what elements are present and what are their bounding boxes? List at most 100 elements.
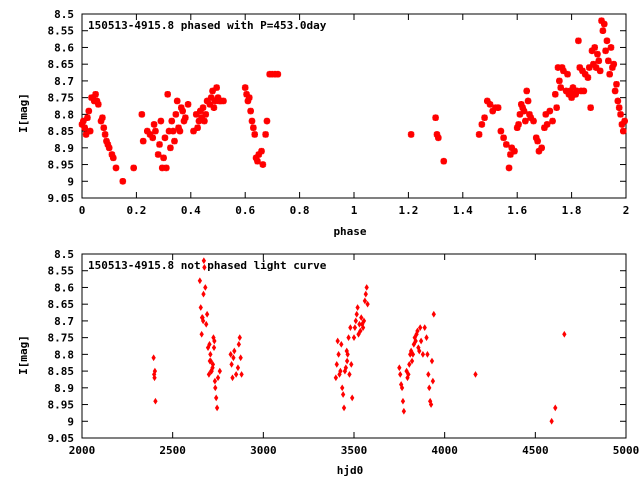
data-point <box>400 397 406 405</box>
data-point <box>202 264 207 271</box>
data-point <box>596 67 604 75</box>
data-point <box>365 300 370 308</box>
data-point <box>340 384 345 392</box>
unphased-chart-ylabel: I[mag] <box>17 335 30 375</box>
data-point <box>241 84 249 91</box>
unphased-y-tick-label: 8.8 <box>54 348 74 361</box>
data-point <box>353 317 358 325</box>
data-point <box>361 317 367 325</box>
unphased-chart-xlabel: hjd0 <box>337 464 364 477</box>
data-point <box>473 371 478 378</box>
data-point <box>182 114 189 122</box>
data-point <box>251 131 259 138</box>
data-point <box>358 327 363 335</box>
unphased-y-tick-label: 8.65 <box>48 298 75 311</box>
phased-x-tick-label: 1.2 <box>398 204 418 217</box>
unphased-y-tick-label: 8.6 <box>54 281 74 294</box>
data-point <box>615 104 623 111</box>
data-point <box>215 374 221 382</box>
data-point <box>516 111 524 118</box>
data-point <box>164 90 171 98</box>
data-point <box>217 367 222 375</box>
data-point <box>213 84 220 91</box>
data-point <box>399 384 405 392</box>
data-point <box>335 337 340 345</box>
data-point <box>519 104 526 111</box>
unphased-x-tick-label: 4500 <box>522 444 549 457</box>
data-point <box>429 357 435 365</box>
data-point <box>431 310 436 318</box>
unphased-x-tick-label: 3500 <box>341 444 368 457</box>
data-point <box>592 64 600 71</box>
data-point <box>524 97 532 105</box>
data-point <box>139 137 147 145</box>
data-point <box>543 121 551 128</box>
data-point <box>262 131 269 138</box>
data-point <box>587 104 594 111</box>
phased-x-tick-label: 1.6 <box>507 204 527 217</box>
unphased-plot-frame <box>81 253 627 439</box>
data-point <box>363 290 368 298</box>
data-point <box>598 17 605 24</box>
data-point <box>254 157 261 165</box>
data-point <box>160 154 167 162</box>
data-point <box>576 64 584 71</box>
data-point <box>549 417 554 425</box>
data-point <box>579 67 586 75</box>
data-point <box>617 111 624 118</box>
data-point <box>210 361 216 368</box>
unphased-y-tick-label: 8.7 <box>54 315 74 328</box>
data-point <box>167 144 174 152</box>
data-point <box>212 377 218 385</box>
data-point <box>207 94 215 101</box>
unphased-y-tick-label: 8.9 <box>54 382 74 395</box>
data-point <box>584 74 592 81</box>
data-point <box>406 371 411 378</box>
data-point <box>138 111 146 118</box>
data-point <box>198 304 203 311</box>
data-point <box>590 60 597 68</box>
data-point <box>397 364 402 372</box>
data-point <box>233 371 239 378</box>
data-point <box>572 90 579 98</box>
data-point <box>594 50 601 58</box>
data-point <box>607 44 615 51</box>
data-point <box>151 354 156 362</box>
data-point <box>259 161 267 168</box>
phased-y-tick-label: 8.8 <box>54 108 74 121</box>
data-point <box>206 371 212 378</box>
phased-chart: 150513-4915.8 phased with P=453.0day pha… <box>17 8 629 238</box>
data-point <box>214 394 219 402</box>
unphased-y-tick-label: 8.85 <box>48 365 75 378</box>
data-point <box>422 324 427 331</box>
data-point <box>355 304 360 311</box>
phased-y-tick-label: 8.65 <box>48 58 75 71</box>
data-point <box>503 141 510 148</box>
data-point <box>398 371 403 378</box>
data-point <box>339 340 344 348</box>
data-point <box>112 164 120 172</box>
data-point <box>231 354 236 362</box>
data-point <box>566 87 574 95</box>
data-point <box>209 87 216 95</box>
data-point <box>204 310 210 318</box>
unphased-x-tick-label: 2500 <box>159 444 186 457</box>
data-point <box>507 151 514 158</box>
data-point <box>351 334 357 341</box>
phased-x-tick-label: 0.6 <box>235 204 255 217</box>
unphased-chart: 150513-4915.8 not phased light curve hjd… <box>17 248 639 477</box>
data-point <box>580 87 588 95</box>
data-point <box>432 114 439 122</box>
phased-x-tick-label: 0.2 <box>126 204 146 217</box>
data-point <box>515 121 522 128</box>
data-point <box>93 97 101 105</box>
data-point <box>527 114 535 122</box>
data-point <box>440 157 448 165</box>
unphased-x-tick-label: 2000 <box>69 444 96 457</box>
data-point <box>347 371 352 378</box>
data-point <box>409 357 415 365</box>
data-point <box>81 124 89 132</box>
data-point <box>605 57 612 65</box>
unphased-x-tick-label: 3000 <box>250 444 277 457</box>
data-point <box>613 80 620 88</box>
